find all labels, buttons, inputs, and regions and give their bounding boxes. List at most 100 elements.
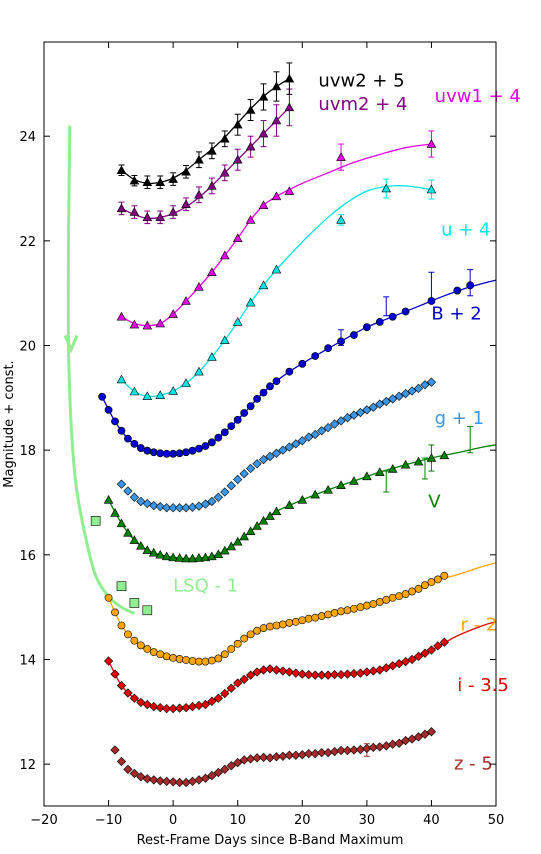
b-2-point <box>285 367 294 376</box>
u-4-point <box>155 390 166 399</box>
v-point <box>400 459 411 469</box>
v-point <box>310 489 321 499</box>
z-5-label: z - 5 <box>454 753 493 774</box>
i-3-5-label: i - 3.5 <box>457 675 509 696</box>
v-point <box>297 494 308 504</box>
g-1-point <box>162 503 172 513</box>
b-2-errorbar <box>428 271 435 299</box>
y-tick-label: 24 <box>19 130 36 145</box>
r-2-point <box>104 593 113 602</box>
v-point <box>349 476 359 485</box>
r-2-point <box>330 609 339 617</box>
g-1-point <box>394 391 404 401</box>
data-points <box>90 73 475 788</box>
r-2-point <box>188 657 197 665</box>
v-point <box>387 464 398 473</box>
b-2-point <box>453 286 462 295</box>
v-point <box>219 545 230 555</box>
r-2-point <box>124 630 132 639</box>
uvw2-5-point <box>181 166 191 176</box>
b-2-point <box>111 417 119 426</box>
r-2-point <box>362 601 371 610</box>
g-1-point <box>284 442 294 452</box>
b-2-point <box>149 448 158 457</box>
uvw1-4-point <box>116 311 127 321</box>
y-tick-label: 20 <box>19 340 36 355</box>
u-4-point <box>336 215 346 224</box>
z-5-point <box>220 764 230 774</box>
r-2-point <box>304 614 313 623</box>
uvw2-5-point <box>155 177 166 186</box>
v-point <box>103 494 114 504</box>
v-point <box>187 553 198 563</box>
r-2-point <box>182 656 190 664</box>
b-2-point <box>298 359 307 368</box>
i-3-5-point <box>304 670 314 680</box>
v-point <box>116 518 127 528</box>
uvw2-5-point <box>284 73 295 83</box>
uvw1-4-label: uvw1 + 4 <box>435 86 521 107</box>
r-2-point <box>240 634 249 643</box>
i-3-5-point <box>200 699 211 710</box>
x-tick-label: 30 <box>359 813 376 828</box>
uvm2-4-point <box>207 180 217 190</box>
uvw1-4-point <box>142 320 153 330</box>
r-2-point <box>207 656 216 665</box>
b-2-point <box>188 446 197 455</box>
i-3-5-point <box>329 670 340 680</box>
g-1-point <box>239 469 249 479</box>
uvm2-4-point <box>284 102 295 112</box>
r-2-point <box>440 571 449 580</box>
u-4-point <box>116 374 127 384</box>
i-3-5-point <box>239 674 249 684</box>
v-point <box>232 536 243 546</box>
g-1-point <box>136 496 146 507</box>
v-point <box>123 527 133 537</box>
i-3-5-point <box>226 683 236 693</box>
i-3-5-point <box>310 670 320 680</box>
u-4-point <box>258 280 269 290</box>
v-point <box>362 471 372 481</box>
x-tick-label: 50 <box>488 813 505 828</box>
u-4-point <box>381 183 392 193</box>
uvm2-4-point <box>232 154 243 164</box>
r-2-point <box>169 654 178 662</box>
g-1-point <box>420 380 430 390</box>
i-3-5-point <box>103 656 114 666</box>
u-4-point <box>426 184 437 194</box>
z-5-point <box>258 752 269 762</box>
b-2-point <box>253 394 261 403</box>
x-axis-label: Rest-Frame Days since B-Band Maximum <box>137 833 404 848</box>
i-3-5-point <box>233 678 243 688</box>
y-axis-label: Magnitude + const. <box>2 360 17 487</box>
g-1-point <box>336 416 346 426</box>
g-1-point <box>258 454 269 465</box>
uvw1-4-point <box>271 191 282 201</box>
z-5-point <box>207 771 217 781</box>
g-1-point <box>174 503 185 513</box>
z-5-point <box>155 776 165 786</box>
u-4-point <box>181 378 191 387</box>
i-3-5-point <box>426 645 437 655</box>
v-point <box>110 508 120 517</box>
y-tick-label: 18 <box>19 444 36 459</box>
uvm2-4-point <box>181 199 191 208</box>
z-5-point <box>213 767 223 778</box>
i-3-5-point <box>291 668 301 678</box>
i-3-5-point <box>116 681 127 691</box>
z-5-point <box>394 738 404 748</box>
v-point <box>284 500 295 509</box>
z-5-point <box>142 774 152 784</box>
g-1-point <box>317 426 327 436</box>
g-1-point <box>375 399 385 409</box>
z-5-point <box>284 750 294 760</box>
i-3-5-point <box>162 704 172 714</box>
r-2-point <box>317 612 326 620</box>
g-1-point <box>155 502 165 512</box>
x-tick-label: 20 <box>294 813 311 828</box>
z-5-point <box>174 777 185 788</box>
x-tick-label: −20 <box>30 813 57 828</box>
z-5-point <box>168 777 178 787</box>
r-2-point <box>162 652 171 661</box>
g-1-point <box>200 499 211 509</box>
